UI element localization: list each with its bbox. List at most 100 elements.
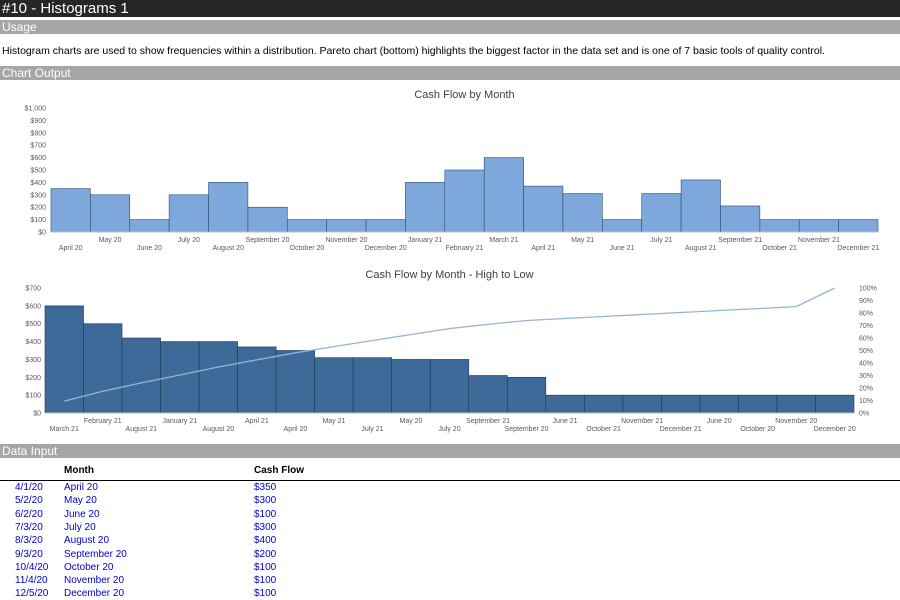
histogram-chart[interactable]: Cash Flow by Month $0 $100 $200 $300 $400 $500…	[0, 80, 900, 258]
row-cash-flow: $400	[254, 535, 277, 547]
table-row[interactable]: 9/3/20 September 20 $200	[0, 548, 900, 561]
x-category-label: December 20	[814, 426, 856, 433]
histogram-bar	[720, 205, 761, 233]
x-category-label: February 21	[84, 418, 122, 425]
row-date: 6/2/20	[15, 508, 43, 520]
x-category-label: October 21	[762, 245, 797, 252]
section-header-usage: Usage	[0, 20, 900, 34]
table-row[interactable]: 6/2/20 June 20 $100	[0, 508, 900, 521]
x-category-label: October 20	[290, 245, 325, 252]
y-tick-label: $600	[25, 303, 41, 310]
section-header-chart-output: Chart Output	[0, 66, 900, 80]
pareto-bar	[584, 394, 624, 414]
x-category-label: July 21	[361, 426, 383, 433]
table-header-month: Month	[64, 465, 94, 476]
pareto-bar	[44, 305, 84, 414]
table-row[interactable]: 5/2/20 May 20 $300	[0, 494, 900, 507]
histogram-bar	[208, 182, 249, 233]
x-category-label: September 21	[718, 237, 762, 244]
x-category-label: December 21	[837, 245, 879, 252]
x-category-label: July 20	[178, 237, 200, 244]
pareto-bar	[661, 394, 701, 414]
pareto-bar	[429, 359, 470, 414]
x-category-label: March 21	[489, 237, 518, 244]
x-category-label: May 21	[571, 237, 594, 244]
x-category-label: July 20	[438, 426, 460, 433]
x-category-label: August 21	[126, 426, 158, 433]
histogram-bar	[365, 219, 406, 233]
pareto-bar	[776, 394, 816, 414]
histogram-bar	[286, 219, 327, 233]
row-month: June 20	[64, 508, 100, 520]
cumulative-percent-line	[64, 287, 835, 402]
histogram-bar	[129, 219, 170, 233]
table-row[interactable]: 11/4/20 November 20 $100	[0, 574, 900, 587]
y-tick-label: $400	[30, 180, 46, 187]
pareto-chart[interactable]: Cash Flow by Month - High to Low $0 $100 $2…	[0, 260, 900, 442]
pareto-bar	[275, 350, 315, 414]
usage-description: Histogram charts are used to show freque…	[2, 45, 825, 57]
histogram-bar	[405, 182, 446, 233]
pareto-bar	[545, 394, 585, 414]
y-tick-label: $400	[25, 339, 41, 346]
histogram-bar	[247, 206, 288, 233]
row-date: 9/3/20	[15, 548, 43, 560]
y2-tick-label: 90%	[859, 298, 873, 305]
table-row[interactable]: 10/4/20 October 20 $100	[0, 561, 900, 574]
y-tick-label: $200	[25, 375, 41, 382]
histogram-bar	[641, 193, 682, 233]
y-tick-label: $0	[33, 411, 41, 418]
histogram-bar	[602, 219, 643, 233]
row-cash-flow: $100	[254, 561, 277, 573]
row-month: April 20	[64, 482, 98, 493]
table-row[interactable]: 12/5/20 December 20 $100	[0, 587, 900, 600]
pareto-bar	[699, 394, 739, 414]
row-date: 4/1/20	[15, 482, 43, 493]
pareto-bar	[622, 394, 662, 414]
x-category-label: May 20	[399, 418, 422, 425]
row-date: 10/4/20	[15, 561, 49, 573]
table-row[interactable]: 8/3/20 August 20 $400	[0, 534, 900, 547]
histogram-bar	[759, 219, 800, 233]
pareto-bar	[468, 375, 508, 414]
y-tick-label: $100	[30, 217, 46, 224]
y-tick-label: $600	[30, 155, 46, 162]
y2-tick-label: 30%	[859, 373, 873, 380]
table-row[interactable]: 7/3/20 July 20 $300	[0, 521, 900, 534]
row-date: 8/3/20	[15, 535, 43, 547]
y-tick-label: $300	[30, 192, 46, 199]
y-tick-label: $0	[38, 230, 46, 237]
x-category-label: January 21	[408, 237, 443, 244]
row-month: November 20	[64, 575, 125, 587]
row-month: August 20	[64, 535, 110, 547]
histogram-bar	[523, 185, 564, 233]
row-cash-flow: $100	[254, 575, 277, 587]
histogram-bar	[483, 157, 524, 233]
histogram-bar	[562, 193, 603, 233]
y2-tick-label: 100%	[859, 286, 877, 293]
histogram-bar	[90, 194, 131, 233]
x-category-label: June 20	[137, 245, 162, 252]
x-category-label: June 20	[707, 418, 732, 425]
table-header-divider	[0, 480, 900, 481]
row-cash-flow: $200	[254, 548, 277, 560]
x-category-label: October 21	[586, 426, 621, 433]
y-tick-label: $1,000	[25, 106, 47, 113]
y-tick-label: $200	[30, 205, 46, 212]
x-category-label: March 21	[50, 426, 79, 433]
x-category-label: August 21	[685, 245, 717, 252]
row-cash-flow: $300	[254, 495, 277, 507]
x-category-label: September 20	[246, 237, 290, 244]
table-row[interactable]: 4/1/20 April 20 $350	[0, 481, 900, 494]
x-category-label: November 20	[325, 237, 367, 244]
pareto-bar	[314, 357, 354, 414]
y2-tick-label: 50%	[859, 348, 873, 355]
x-category-label: August 20	[212, 245, 244, 252]
x-category-label: August 20	[203, 426, 235, 433]
y2-tick-label: 70%	[859, 323, 873, 330]
pareto-bar	[83, 323, 123, 414]
row-cash-flow: $100	[254, 588, 277, 600]
y-tick-label: $300	[25, 357, 41, 364]
y-tick-label: $700	[30, 143, 46, 150]
row-date: 7/3/20	[15, 521, 43, 533]
